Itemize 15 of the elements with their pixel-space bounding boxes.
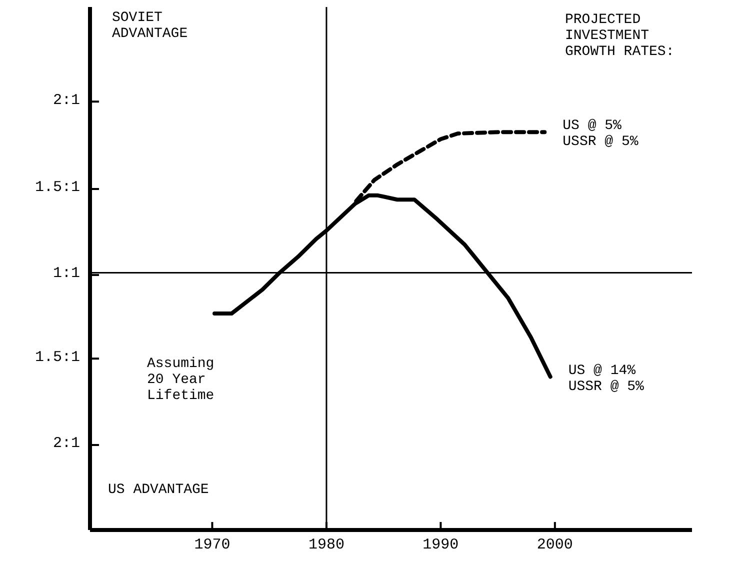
text: SOVIET ADVANTAGE xyxy=(112,10,188,42)
series-label: US @ 14% USSR @ 5% xyxy=(568,362,645,395)
x-tick-label: 2000 xyxy=(536,536,573,554)
text: 1.5:1 xyxy=(34,349,80,366)
text: PROJECTED INVESTMENT GROWTH RATES: xyxy=(565,12,674,60)
text: 1:1 xyxy=(52,265,80,282)
x-tick-label: 1980 xyxy=(308,536,344,554)
x-tick-label: 1970 xyxy=(194,536,230,554)
text: 2:1 xyxy=(52,92,80,109)
x-tick-label: 1990 xyxy=(422,536,459,554)
series-label: US @ 5% USSR @ 5% xyxy=(562,118,639,150)
text: US ADVANTAGE xyxy=(108,482,209,498)
annotation: Assuming 20 Year Lifetime xyxy=(147,356,214,404)
text: 2:1 xyxy=(52,435,80,452)
text: 1.5:1 xyxy=(34,179,80,196)
